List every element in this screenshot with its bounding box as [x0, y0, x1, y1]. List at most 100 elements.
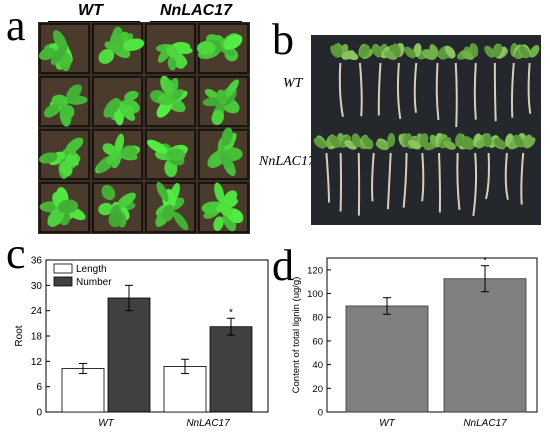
- leaf: [156, 181, 169, 202]
- seedling-root: [386, 152, 392, 210]
- leaf: [114, 133, 125, 155]
- leaf: [121, 145, 138, 160]
- leaf: [50, 45, 67, 65]
- x-tick-label: WT: [98, 418, 114, 429]
- panel-b-row-label-nnlac17: NnLAC17: [259, 154, 316, 169]
- leaf: [103, 97, 121, 118]
- significance-mark: *: [229, 307, 233, 318]
- x-tick-label: WT: [379, 418, 395, 429]
- seedling-leaf: [460, 140, 474, 150]
- seedling-leaf: [359, 45, 370, 58]
- y-tick-label: 12: [31, 357, 43, 368]
- leaf: [117, 192, 136, 208]
- leaf: [101, 184, 116, 201]
- seedling-root: [421, 152, 425, 202]
- leaf: [117, 102, 136, 121]
- leaf: [66, 87, 81, 101]
- seedling-leaf: [483, 133, 492, 148]
- leaf: [47, 208, 65, 227]
- seedling-leaf: [413, 43, 422, 58]
- seedling-root: [520, 152, 525, 205]
- seedling-root: [377, 62, 382, 116]
- seedling-leaf: [519, 45, 530, 58]
- seedling-leaf: [313, 137, 326, 149]
- y-tick-label: 30: [31, 281, 43, 292]
- seedling-root: [371, 152, 375, 202]
- panel-a-header-wt: WT: [78, 2, 103, 19]
- seedling-leaf: [420, 133, 429, 148]
- legend-label: Length: [76, 264, 107, 275]
- y-tick-label: 80: [312, 313, 323, 324]
- leaf: [166, 148, 186, 161]
- leaf: [221, 127, 233, 146]
- legend-label: Number: [76, 277, 112, 288]
- seedling-root: [402, 152, 408, 208]
- seedling-leaf: [493, 43, 503, 58]
- seedling-root: [510, 62, 515, 118]
- seedling-leaf: [333, 43, 343, 58]
- seedling-leaf: [404, 46, 416, 59]
- leaf: [108, 211, 123, 228]
- y-tick-label: 6: [36, 382, 42, 393]
- panel-a-header-nnlac17: NnLAC17: [160, 2, 233, 19]
- leaf: [197, 41, 216, 56]
- seedling-leaf: [444, 45, 456, 58]
- leaf: [157, 94, 174, 106]
- leaf: [169, 89, 184, 102]
- bar-length-wt: [61, 368, 105, 413]
- leaf: [44, 103, 60, 118]
- seedling-root: [456, 152, 461, 210]
- seedling-root: [358, 62, 363, 117]
- leaf: [166, 44, 178, 59]
- leaf: [219, 151, 233, 168]
- seedling-leaf: [387, 133, 396, 148]
- panel-b-letter: b: [272, 15, 294, 64]
- y-tick-label: 0: [36, 408, 42, 419]
- y-tick-label: 40: [312, 360, 323, 371]
- seedling-root: [504, 152, 509, 200]
- seedling-leaf: [375, 140, 390, 150]
- leaf: [219, 203, 233, 217]
- seedling-leaf: [351, 133, 361, 148]
- seedling-leaf: [408, 139, 421, 150]
- bar-number-wt: [107, 297, 151, 413]
- seedling-root: [396, 62, 402, 120]
- leaf: [57, 199, 79, 214]
- y-axis-label: Content of total lignin (ug/g): [291, 277, 302, 394]
- leaf: [214, 182, 225, 203]
- seedling-root: [473, 62, 477, 120]
- y-tick-label: 36: [31, 256, 43, 267]
- seedling-root: [338, 62, 344, 117]
- seedling-leaf: [494, 137, 506, 149]
- leaf: [98, 48, 115, 64]
- plot-frame: [326, 257, 538, 413]
- seedling-root: [438, 152, 442, 213]
- seedling-root: [325, 152, 331, 203]
- board-background: [311, 35, 541, 225]
- seedling-leaf: [362, 136, 374, 149]
- x-tick-label: NnLAC17: [186, 418, 230, 429]
- leaf: [204, 88, 219, 100]
- leaf: [39, 152, 58, 164]
- panel-b-row-label-wt: WT: [283, 76, 303, 91]
- root-chart: 0 6 12 18 24 30 36 Root WT * NnLAC17 Length Number: [14, 256, 269, 429]
- seedling-root: [472, 152, 478, 216]
- y-tick-label: 18: [31, 332, 43, 343]
- leaf: [106, 151, 120, 164]
- bar-number-nnlac17: [209, 326, 253, 413]
- significance-mark: *: [483, 256, 487, 266]
- y-tick-label: 100: [307, 289, 323, 300]
- leaf: [223, 79, 239, 99]
- seedling-leaf: [522, 134, 533, 148]
- leaf: [65, 154, 79, 167]
- bar-lignin-wt: [345, 305, 429, 413]
- leaf: [162, 204, 175, 222]
- leaf: [173, 211, 189, 231]
- legend-swatch: [53, 276, 73, 287]
- seedling-root: [454, 62, 458, 128]
- leaf: [51, 94, 68, 107]
- y-tick-label: 20: [312, 384, 323, 395]
- leaf: [216, 89, 228, 105]
- leaf: [211, 109, 225, 126]
- y-axis-label: Root: [14, 325, 25, 346]
